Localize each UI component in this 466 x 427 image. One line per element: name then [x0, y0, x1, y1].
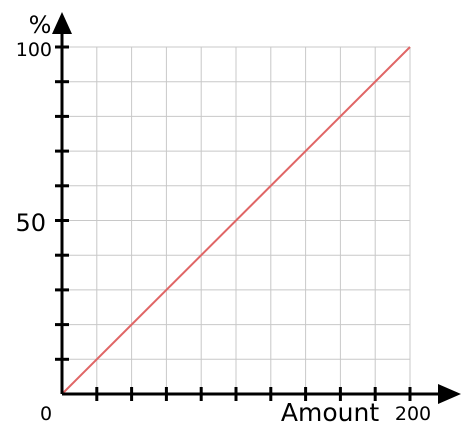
x-tick-label-200: 200: [395, 403, 431, 425]
series-layer: [61, 46, 411, 395]
y-tick-label-100: 100: [16, 39, 52, 61]
x-axis-label: Amount: [281, 398, 379, 427]
axes: [52, 12, 461, 404]
labels: % Amount 100 50 0 200: [15, 11, 431, 427]
y-axis-arrow-icon: [52, 12, 72, 34]
x-axis-arrow-icon: [438, 384, 461, 404]
y-tick-label-50: 50: [15, 209, 46, 237]
series-line-0: [61, 46, 411, 395]
y-axis-label: %: [29, 11, 52, 39]
grid: [62, 46, 411, 394]
x-tick-label-0: 0: [40, 403, 52, 425]
